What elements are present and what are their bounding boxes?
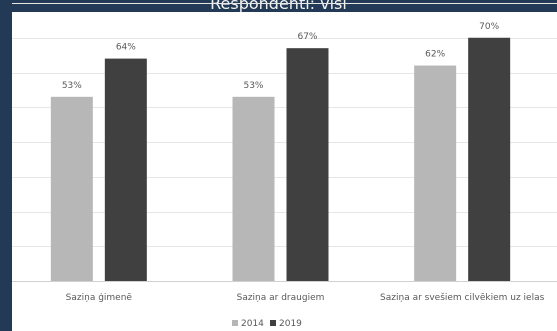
bar-2014 <box>50 96 93 281</box>
data-label: 53% <box>62 81 82 91</box>
data-label: 70% <box>479 22 499 32</box>
x-tick-label: Saziņa ģimenē <box>66 293 133 303</box>
bar-2019 <box>468 37 511 281</box>
legend-swatch-2014 <box>232 320 238 326</box>
chart-area <box>12 12 557 331</box>
data-label: 53% <box>243 81 263 91</box>
legend-label: 2014 <box>241 319 264 329</box>
x-tick-label: Saziņa ar svešiem cilvēkiem uz ielas <box>380 292 545 303</box>
bar-2014 <box>414 65 457 281</box>
data-label: 67% <box>297 32 317 42</box>
data-label: 64% <box>116 43 136 53</box>
legend-label: 2019 <box>279 319 302 329</box>
bar-2019 <box>104 58 147 281</box>
data-label: 62% <box>425 50 445 60</box>
bar-2019 <box>286 48 329 281</box>
bar-2014 <box>232 96 275 281</box>
x-tick-label: Saziņa ar draugiem <box>237 293 325 303</box>
legend-swatch-2019 <box>270 320 276 326</box>
